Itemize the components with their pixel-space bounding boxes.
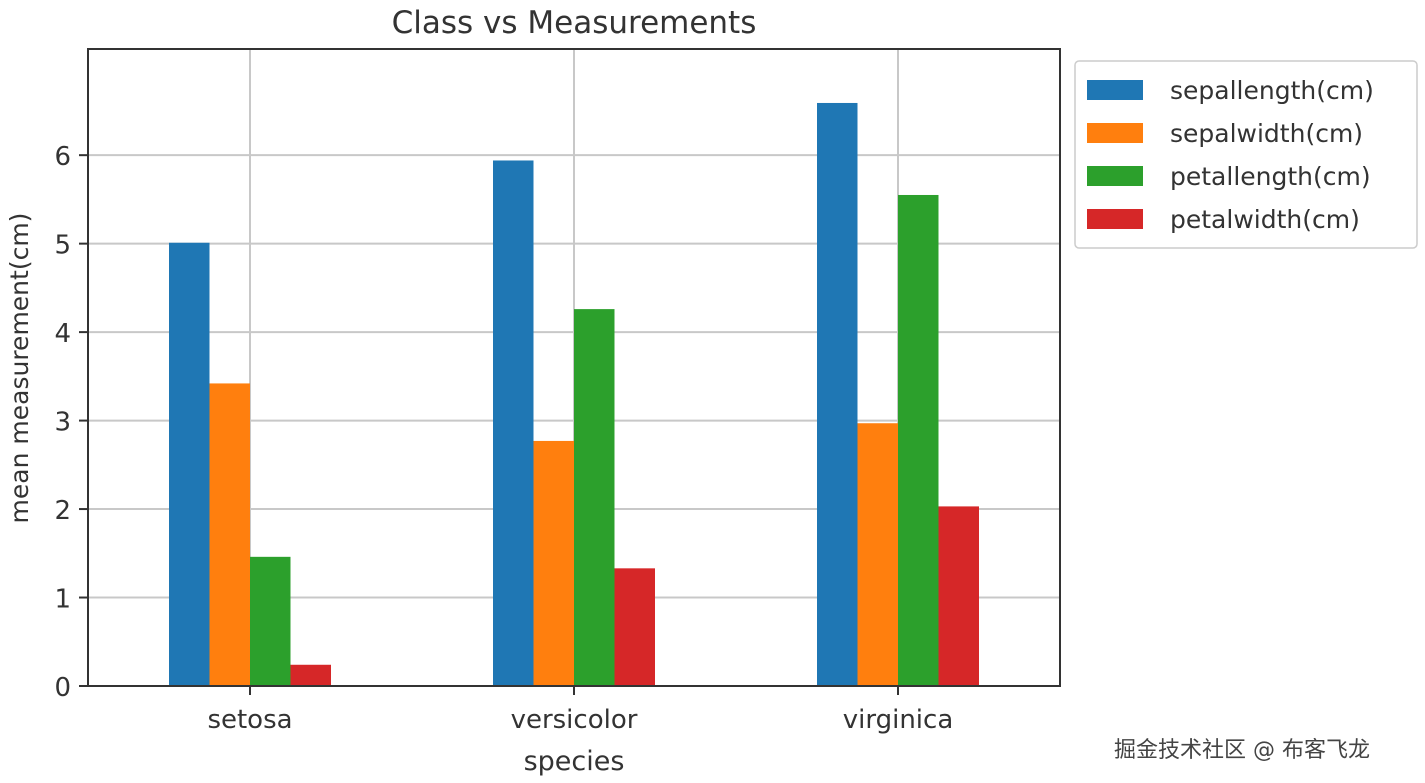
legend-swatch [1087, 80, 1143, 100]
legend-label: sepalwidth(cm) [1170, 119, 1363, 148]
y-tick-label: 4 [54, 319, 71, 349]
legend-label: petalwidth(cm) [1170, 205, 1360, 234]
legend-swatch [1087, 123, 1143, 143]
x-axis-label: species [524, 746, 625, 777]
y-tick-label: 5 [54, 231, 71, 261]
legend-swatch [1087, 166, 1143, 186]
y-tick-label: 1 [54, 585, 71, 615]
bar-setosa-1 [169, 242, 210, 687]
bar-setosa-2 [209, 383, 250, 686]
bars [169, 102, 979, 687]
bar-virginica-3 [898, 194, 939, 686]
x-ticks: setosa versicolor virginica [207, 686, 953, 735]
bar-virginica-4 [938, 506, 979, 686]
x-tick-label: setosa [207, 705, 292, 735]
y-tick-label: 2 [54, 496, 71, 526]
y-axis-label: mean measurement(cm) [5, 213, 34, 524]
bar-virginica-1 [817, 102, 858, 686]
bar-versicolor-2 [533, 440, 574, 686]
legend-label: petallength(cm) [1170, 162, 1371, 191]
watermark: 掘金技术社区 @ 布客飞龙 [1114, 738, 1370, 763]
bar-versicolor-3 [574, 309, 615, 686]
y-tick-label: 6 [54, 142, 71, 172]
legend-swatch [1087, 209, 1143, 229]
bar-virginica-2 [857, 423, 898, 686]
legend-frame [1074, 60, 1418, 249]
bar-versicolor-1 [493, 160, 534, 687]
legend-label: sepallength(cm) [1170, 76, 1374, 105]
x-tick-label: versicolor [511, 705, 638, 735]
legend: sepallength(cm) sepalwidth(cm) petallength… [1074, 60, 1418, 249]
bar-setosa-3 [250, 556, 291, 686]
chart-title: Class vs Measurements [392, 5, 757, 41]
x-tick-label: virginica [843, 705, 954, 735]
y-tick-label: 3 [54, 408, 71, 438]
bar-setosa-4 [290, 664, 331, 686]
y-ticks: 0 1 2 3 4 5 6 [54, 142, 88, 703]
bar-versicolor-4 [614, 568, 655, 686]
y-tick-label: 0 [54, 673, 71, 703]
